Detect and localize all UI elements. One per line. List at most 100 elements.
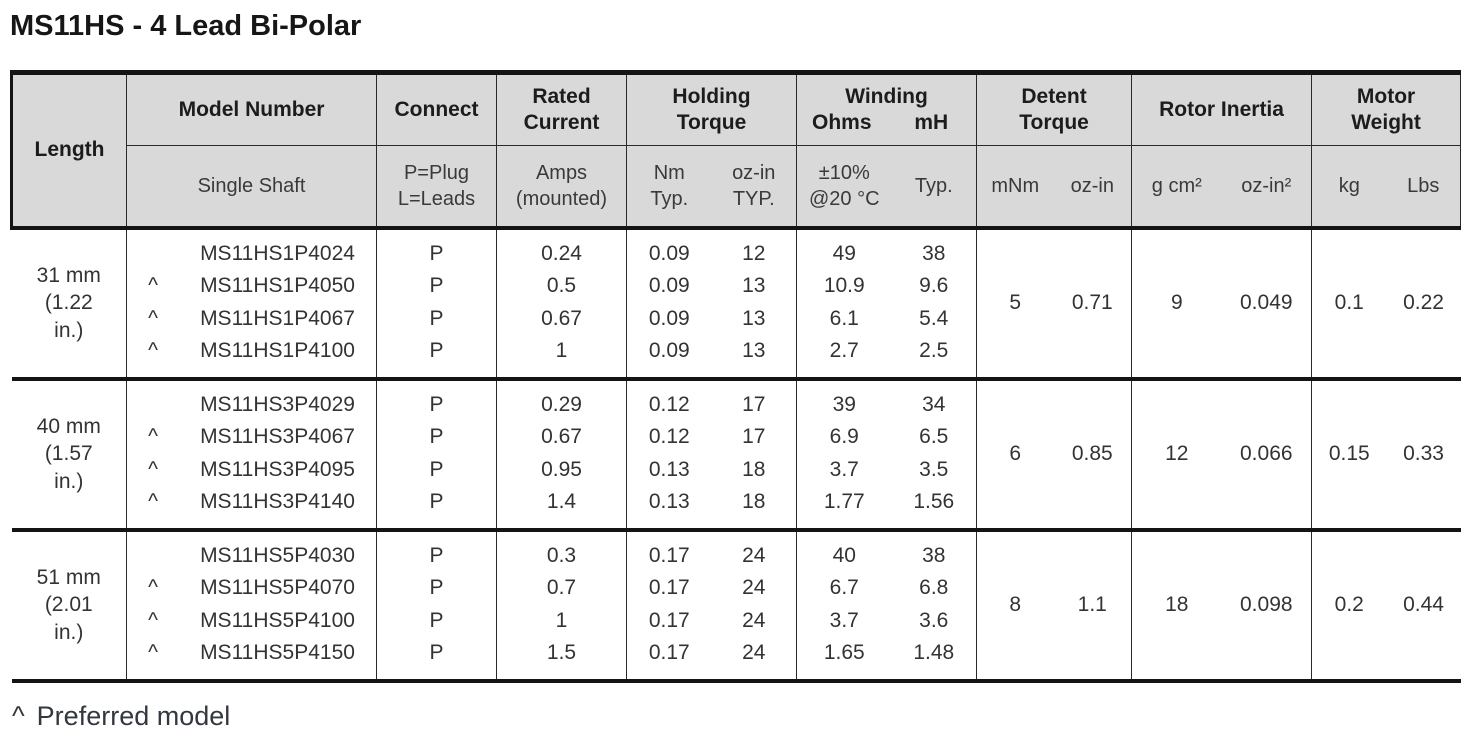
inertia-ozin2-cell: 0.098 (1221, 529, 1313, 681)
connect-cell: P (376, 571, 497, 605)
table-row: ^ MS11HS3P4067 P 0.67 0.12 17 6.9 6.5 (12, 420, 1461, 454)
table-header: Length Model Number Connect Rated Curren… (10, 72, 1462, 228)
connect-cell: P (376, 378, 497, 421)
preferred-marker: ^ (148, 274, 158, 298)
table-row: ^ MS11HS1P4100 P 1 0.09 13 2.7 2.5 (12, 335, 1461, 379)
subheader-weight-kg: kg (1311, 145, 1387, 228)
connect-cell: P (376, 604, 497, 638)
inertia-gcm2-cell: 12 (1165, 442, 1189, 466)
length-group-51mm: 51 mm (2.01 in.) MS11HS5P4030 P 0.3 0.17… (11, 529, 1461, 681)
col-header-connect: Connect (376, 72, 497, 146)
holding-ozin-cell: 13 (711, 269, 797, 303)
table-row: ^ MS11HS1P4067 P 0.67 0.09 13 6.1 5.4 (12, 302, 1461, 336)
col-header-length: Length (10, 72, 127, 228)
preferred-marker-legend: ^ (12, 700, 25, 731)
subheader-weight-lbs: Lbs (1386, 145, 1462, 228)
table-row: ^ MS11HS5P4070 P 0.7 0.17 24 6.7 6.8 (12, 571, 1461, 605)
rated-current-cell: 0.67 (496, 302, 627, 336)
winding-mh-cell: 1.56 (891, 486, 978, 530)
preferred-marker: ^ (148, 641, 158, 665)
subheader-holding-ozin: oz-in TYP. (711, 145, 797, 228)
col-header-winding: Winding Ohms mH (796, 72, 978, 146)
subheader-detent-ozin: oz-in (1053, 145, 1133, 228)
footnote: ^ Preferred model (10, 701, 1459, 732)
col-header-holding-torque: Holding Torque (626, 72, 797, 146)
winding-mh-cell: 3.5 (891, 453, 978, 487)
model-cell: ^ MS11HS5P4070 (126, 571, 377, 605)
winding-mh-cell: 38 (891, 227, 978, 270)
model-cell: ^ MS11HS3P4140 (126, 486, 377, 530)
model-cell: ^ MS11HS1P4067 (126, 302, 377, 336)
holding-nm-cell: 0.09 (648, 339, 690, 363)
model-number: MS11HS1P4024 (200, 242, 355, 266)
col-header-motor-weight: Motor Weight (1311, 72, 1462, 146)
winding-mh-cell: 2.5 (891, 335, 978, 379)
detent-ozin-cell: 0.85 (1053, 378, 1133, 530)
holding-nm-cell: 0.12 (648, 393, 690, 417)
table-row: 40 mm (1.57 in.) MS11HS3P4029 P 0.29 0.1… (11, 378, 1461, 530)
connect-cell: P (376, 529, 497, 572)
winding-ohms-cell: 3.7 (829, 458, 859, 482)
subheader-winding-typ: Typ. (891, 145, 978, 228)
winding-ohms-cell: 6.9 (829, 425, 859, 449)
winding-ohms-cell: 1.65 (823, 641, 865, 665)
length-cell: 51 mm (2.01 in.) (11, 529, 127, 681)
detent-mnm-cell: 6 (1009, 442, 1022, 466)
subheader-inertia-ozin2: oz-in² (1221, 145, 1313, 228)
inertia-ozin2-cell: 0.066 (1221, 378, 1313, 530)
rated-current-cell: 0.7 (496, 571, 627, 605)
subheader-detent-mnm: mNm (976, 145, 1054, 228)
preferred-marker: ^ (148, 339, 158, 363)
model-cell: MS11HS3P4029 (126, 378, 377, 421)
connect-cell: P (376, 453, 497, 487)
model-cell: ^ MS11HS3P4067 (126, 420, 377, 454)
holding-nm-cell: 0.13 (648, 490, 690, 514)
winding-mh-cell: 3.6 (891, 604, 978, 638)
rated-current-cell: 1.4 (496, 486, 627, 530)
holding-ozin-cell: 18 (711, 486, 797, 530)
weight-kg-cell: 0.1 (1334, 291, 1364, 315)
winding-ohms-label: Ohms (812, 111, 872, 134)
length-cell: 31 mm (1.22 in.) (11, 227, 127, 379)
preferred-marker: ^ (148, 490, 158, 514)
holding-ozin-cell: 13 (711, 335, 797, 379)
winding-ohms-cell: 1.77 (823, 490, 865, 514)
length-group-31mm: 31 mm (1.22 in.) MS11HS1P4024 P 0.24 0.0… (11, 227, 1461, 379)
holding-nm-cell: 0.13 (648, 458, 690, 482)
col-header-rated-current: Rated Current (496, 72, 627, 146)
preferred-marker: ^ (148, 307, 158, 331)
weight-lbs-cell: 0.44 (1403, 593, 1444, 617)
col-header-detent-torque: Detent Torque (976, 72, 1133, 146)
winding-mh-cell: 1.48 (891, 637, 978, 681)
subheader-amps-mounted: Amps (mounted) (496, 145, 627, 228)
winding-mh-cell: 5.4 (891, 302, 978, 336)
holding-nm-cell: 0.09 (648, 307, 690, 331)
model-cell: MS11HS1P4024 (126, 227, 377, 270)
rated-current-cell: 0.5 (496, 269, 627, 303)
winding-units-row: Ohms mH (797, 110, 976, 136)
model-cell: ^ MS11HS1P4100 (126, 335, 377, 379)
holding-ozin-cell: 17 (711, 378, 797, 421)
rated-current-cell: 0.3 (496, 529, 627, 572)
model-number: MS11HS5P4030 (200, 544, 355, 568)
detent-mnm-cell: 5 (1009, 291, 1022, 315)
table-row: ^ MS11HS1P4050 P 0.5 0.09 13 10.9 9.6 (12, 269, 1461, 303)
rated-current-cell: 1 (496, 335, 627, 379)
winding-mh-cell: 6.8 (891, 571, 978, 605)
holding-ozin-cell: 24 (711, 604, 797, 638)
holding-nm-cell: 0.09 (648, 274, 690, 298)
winding-ohms-cell: 6.7 (829, 576, 859, 600)
length-cell: 40 mm (1.57 in.) (11, 378, 127, 530)
connect-cell: P (376, 637, 497, 681)
connect-cell: P (376, 420, 497, 454)
model-number: MS11HS1P4050 (200, 274, 355, 298)
inertia-ozin2-cell: 0.049 (1221, 227, 1313, 379)
detent-ozin-cell: 1.1 (1053, 529, 1133, 681)
model-number: MS11HS5P4070 (200, 576, 355, 600)
table-row: ^ MS11HS5P4150 P 1.5 0.17 24 1.65 1.48 (12, 637, 1461, 681)
weight-lbs-cell: 0.22 (1403, 291, 1444, 315)
connect-cell: P (376, 486, 497, 530)
detent-ozin-cell: 0.71 (1053, 227, 1133, 379)
length-group-40mm: 40 mm (1.57 in.) MS11HS3P4029 P 0.29 0.1… (11, 378, 1461, 530)
winding-ohms-cell: 49 (832, 242, 856, 266)
